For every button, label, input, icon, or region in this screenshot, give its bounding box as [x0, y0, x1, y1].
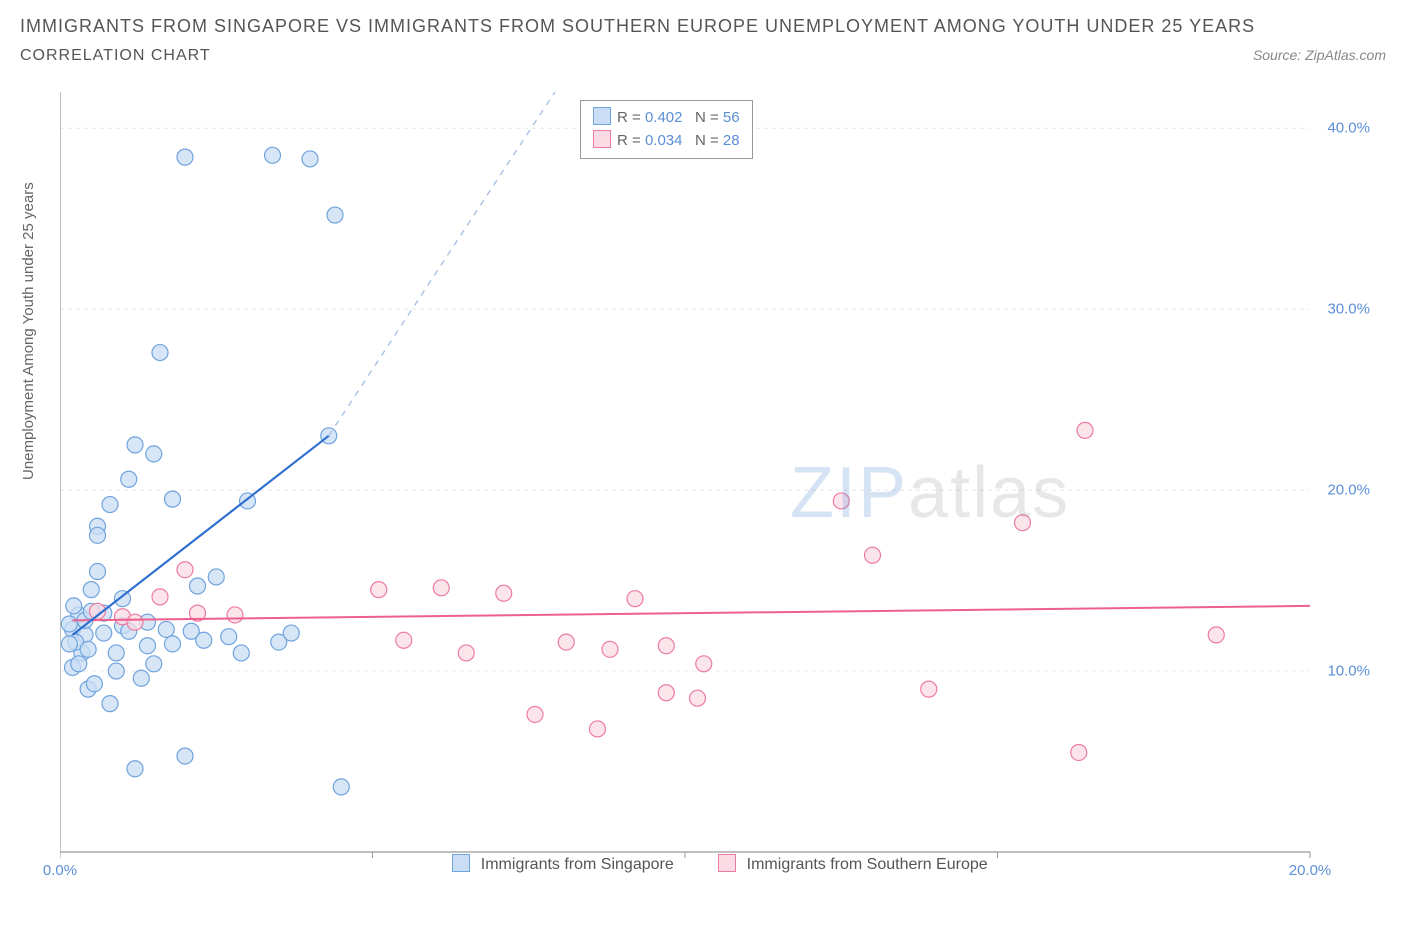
chart-source: Source: ZipAtlas.com [1253, 47, 1386, 63]
series-legend: Immigrants from Singapore Immigrants fro… [60, 854, 1380, 874]
chart-subtitle: CORRELATION CHART [20, 47, 211, 65]
chart-area: 10.0%20.0%30.0%40.0% 0.0%20.0% ZIPatlas … [60, 92, 1380, 882]
y-tick-label: 30.0% [1327, 301, 1370, 318]
y-tick-label: 20.0% [1327, 482, 1370, 499]
chart-header: IMMIGRANTS FROM SINGAPORE VS IMMIGRANTS … [0, 0, 1406, 65]
legend-stat-row: R = 0.402 N = 56 [593, 107, 740, 130]
legend-stat-row: R = 0.034 N = 28 [593, 130, 740, 153]
legend-item-singapore: Immigrants from Singapore [452, 854, 673, 874]
y-axis-label: Unemployment Among Youth under 25 years [20, 182, 37, 480]
scatter-plot [60, 92, 1380, 882]
y-tick-label: 10.0% [1327, 663, 1370, 680]
chart-title: IMMIGRANTS FROM SINGAPORE VS IMMIGRANTS … [20, 12, 1386, 41]
legend-swatch-icon [718, 854, 736, 872]
correlation-legend: R = 0.402 N = 56R = 0.034 N = 28 [580, 100, 753, 159]
legend-item-southern-europe: Immigrants from Southern Europe [718, 854, 987, 874]
y-tick-label: 40.0% [1327, 120, 1370, 137]
legend-swatch-icon [452, 854, 470, 872]
